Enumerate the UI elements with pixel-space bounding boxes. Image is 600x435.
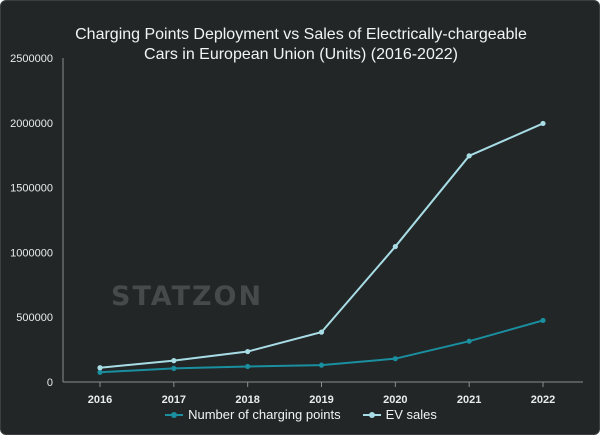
x-tick-label: 2016	[88, 394, 112, 406]
data-point-ev-sales[interactable]	[392, 243, 398, 250]
legend-label-charging-points: Number of charging points	[188, 407, 341, 422]
x-tick-label: 2020	[383, 394, 407, 406]
chart-title-line-2: Cars in European Union (Units) (2016-202…	[144, 46, 458, 63]
chart-title-line-1: Charging Points Deployment vs Sales of E…	[75, 26, 527, 43]
data-point-number-of-charging-points[interactable]	[392, 356, 398, 362]
watermark-logo: STATZON	[111, 281, 264, 312]
y-tick-label: 1500000	[10, 183, 53, 195]
y-tick-label: 2000000	[10, 118, 53, 130]
data-point-ev-sales[interactable]	[540, 120, 546, 127]
x-tick-label: 2018	[235, 394, 259, 406]
data-point-ev-sales[interactable]	[97, 365, 103, 371]
y-tick-label: 2500000	[10, 53, 53, 65]
y-tick-label: 1000000	[10, 247, 53, 259]
legend: Number of charging points EV sales	[1, 407, 599, 422]
data-point-number-of-charging-points[interactable]	[245, 363, 251, 370]
legend-item-charging-points[interactable]: Number of charging points	[165, 407, 341, 422]
legend-item-ev-sales[interactable]: EV sales	[362, 407, 437, 422]
data-point-ev-sales[interactable]	[466, 153, 472, 159]
data-point-ev-sales[interactable]	[245, 348, 251, 355]
legend-swatch-charging-points	[165, 411, 184, 418]
data-point-number-of-charging-points[interactable]	[540, 317, 546, 324]
legend-label-ev-sales: EV sales	[385, 407, 437, 422]
x-tick-label: 2017	[162, 394, 186, 406]
data-point-ev-sales[interactable]	[171, 358, 177, 364]
x-tick-label: 2022	[531, 394, 555, 406]
data-point-ev-sales[interactable]	[318, 329, 325, 335]
data-point-number-of-charging-points[interactable]	[171, 365, 177, 371]
x-tick-label: 2021	[457, 394, 481, 406]
y-tick-label: 500000	[16, 312, 53, 324]
y-tick-label: 0	[47, 377, 53, 389]
data-point-number-of-charging-points[interactable]	[97, 369, 103, 375]
x-tick-label: 2019	[309, 394, 333, 406]
axes: 0 500000 1000000 1500000 2000000 2500000 2016 2…	[10, 53, 583, 406]
series-layer	[97, 120, 546, 375]
data-point-number-of-charging-points[interactable]	[466, 338, 472, 344]
data-point-number-of-charging-points[interactable]	[318, 362, 325, 368]
chart-title: Charging Points Deployment vs Sales of E…	[1, 25, 599, 65]
legend-swatch-ev-sales	[362, 411, 381, 418]
